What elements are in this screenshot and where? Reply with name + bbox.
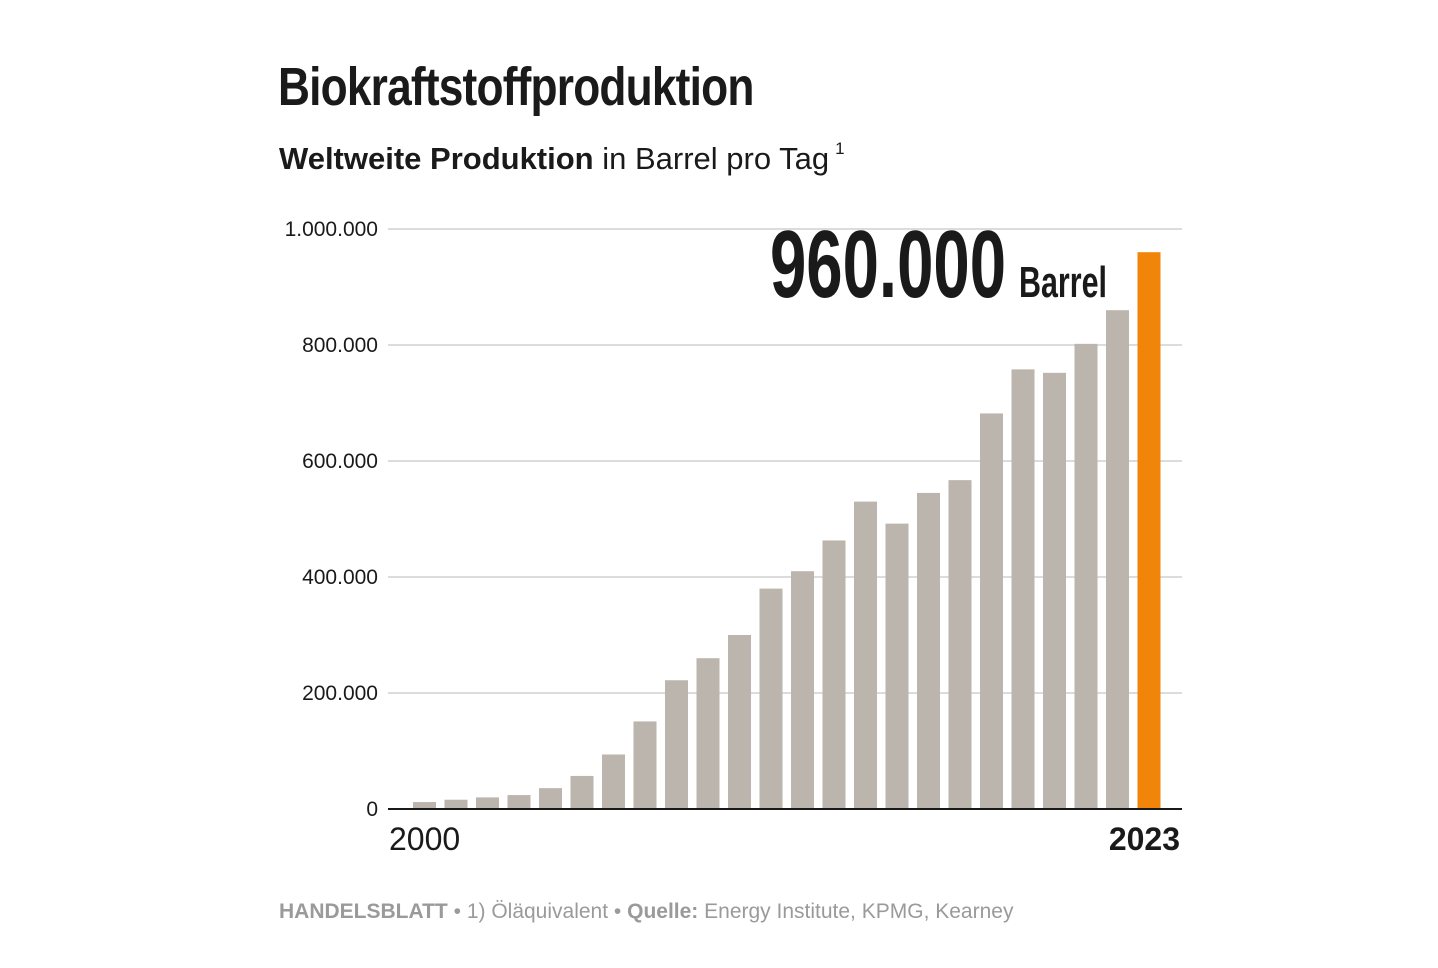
bar (665, 680, 688, 809)
y-tick-label: 400.000 (302, 566, 378, 589)
bar (917, 492, 940, 809)
footer-brand: HANDELSBLATT (279, 900, 448, 923)
footer: HANDELSBLATT • 1) Öläquivalent • Quelle:… (279, 900, 1013, 924)
bar (1043, 372, 1066, 809)
x-tick-label-first: 2000 (389, 821, 460, 857)
subtitle-rest: in Barrel pro Tag (602, 141, 830, 176)
highlight-value: 960.000 (770, 211, 1006, 318)
footer-source: Energy Institute, KPMG, Kearney (704, 900, 1014, 923)
y-tick-label: 1.000.000 (285, 218, 378, 241)
bar (854, 501, 877, 809)
bar (444, 799, 468, 809)
chart-subtitle: Weltweite Produktion in Barrel pro Tag 1 (279, 139, 845, 177)
bar (476, 797, 499, 809)
bar (633, 721, 657, 809)
bar (539, 788, 562, 809)
y-tick-label: 0 (366, 798, 378, 821)
bar (948, 480, 972, 809)
bar-highlight (1137, 252, 1161, 809)
bars (413, 252, 1161, 809)
bar (980, 413, 1003, 809)
bar (791, 571, 814, 809)
y-tick-label: 200.000 (302, 682, 378, 705)
bar (728, 635, 751, 809)
x-tick-label-last: 2023 (1109, 821, 1180, 857)
bar (696, 658, 720, 809)
y-axis-labels: 0 200.000 400.000 600.000 800.000 1.000.000 (285, 218, 378, 821)
bar (822, 540, 846, 809)
highlight-callout: 960.000 Barrel (770, 211, 1107, 318)
footer-source-label: Quelle: (627, 900, 699, 923)
chart-title: Biokraftstoffproduktion (278, 57, 754, 117)
y-tick-label: 600.000 (302, 450, 378, 473)
highlight-unit: Barrel (1019, 258, 1107, 307)
footer-note: 1) Öläquivalent (466, 900, 609, 923)
bar (885, 523, 909, 809)
bar (570, 775, 594, 809)
x-axis-labels: 2000 2023 (389, 821, 1180, 857)
footnote-mark: 1 (835, 139, 845, 158)
footer-separator: • (613, 900, 622, 923)
subtitle-bold: Weltweite Produktion (279, 141, 594, 176)
bar (1011, 369, 1035, 809)
footer-separator: • (453, 900, 461, 923)
bar (413, 802, 436, 809)
bar (1106, 310, 1129, 809)
y-tick-label: 800.000 (302, 334, 378, 357)
bar (507, 795, 531, 809)
bar (1074, 343, 1098, 809)
bar (759, 588, 783, 809)
bar (602, 754, 625, 809)
